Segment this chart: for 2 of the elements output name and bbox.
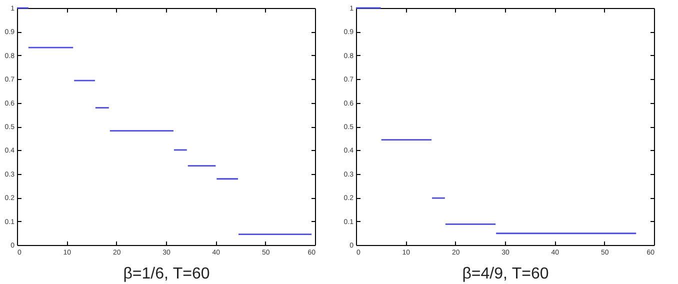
x-axis-title: β=1/6, T=60 (123, 266, 210, 282)
x-axis-title: β=4/9, T=60 (462, 266, 549, 282)
